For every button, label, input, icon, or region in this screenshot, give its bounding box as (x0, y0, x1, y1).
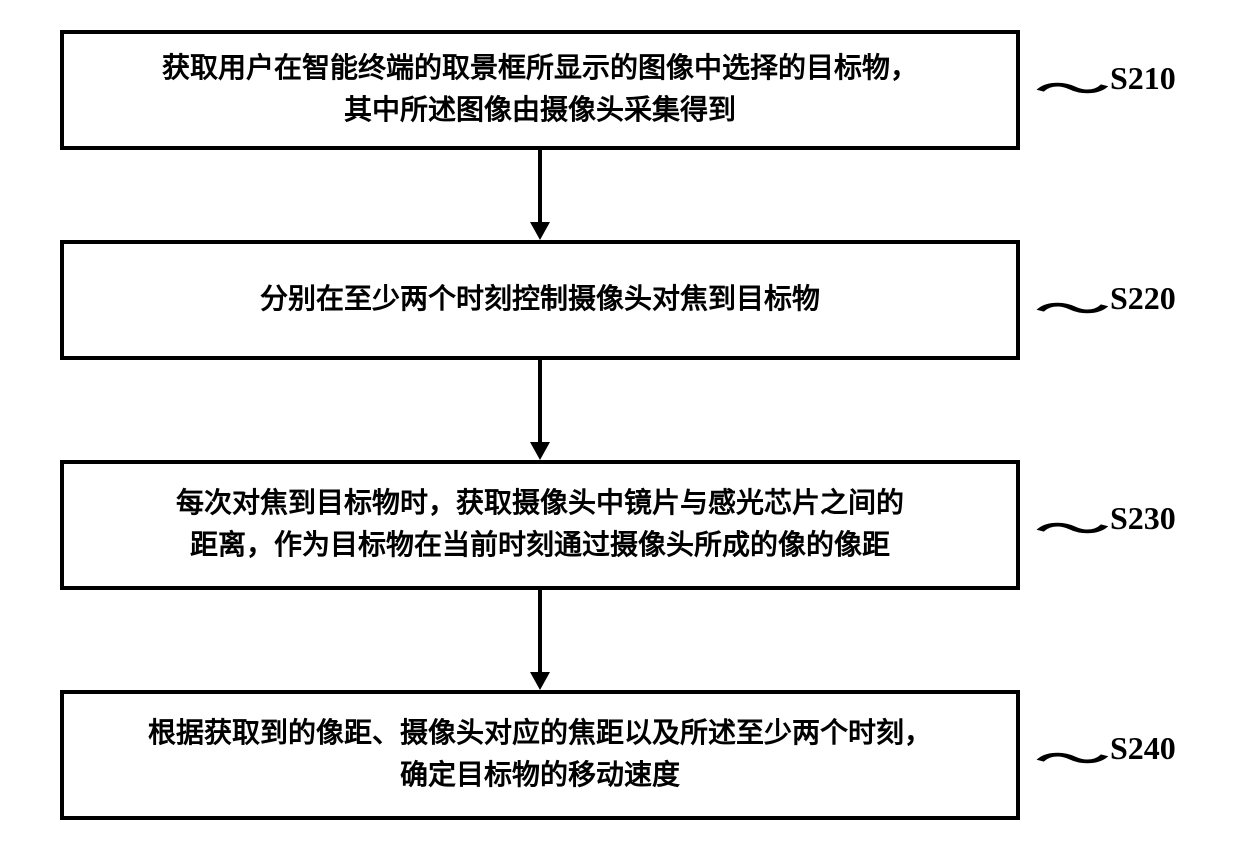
arrow-head-icon (530, 222, 550, 240)
connector-tilde: ～ (1035, 62, 1110, 111)
step-text: 根据获取到的像距、摄像头对应的焦距以及所述至少两个时刻，确定目标物的移动速度 (148, 713, 932, 797)
step-box-s230: 每次对焦到目标物时，获取摄像头中镜片与感光芯片之间的距离，作为目标物在当前时刻通… (60, 460, 1020, 590)
step-box-s220: 分别在至少两个时刻控制摄像头对焦到目标物 (60, 240, 1020, 360)
step-label-s240: S240 (1110, 730, 1176, 767)
flowchart-canvas: 获取用户在智能终端的取景框所显示的图像中选择的目标物，其中所述图像由摄像头采集得… (0, 0, 1240, 860)
arrow-head-icon (530, 672, 550, 690)
connector-tilde: ～ (1035, 282, 1110, 331)
arrow-head-icon (530, 442, 550, 460)
arrow-line (538, 360, 542, 442)
arrow-line (538, 590, 542, 672)
step-label-s230: S230 (1110, 500, 1176, 537)
step-text: 分别在至少两个时刻控制摄像头对焦到目标物 (260, 279, 820, 321)
step-text: 获取用户在智能终端的取景框所显示的图像中选择的目标物，其中所述图像由摄像头采集得… (162, 48, 918, 132)
step-text: 每次对焦到目标物时，获取摄像头中镜片与感光芯片之间的距离，作为目标物在当前时刻通… (176, 483, 904, 567)
step-box-s240: 根据获取到的像距、摄像头对应的焦距以及所述至少两个时刻，确定目标物的移动速度 (60, 690, 1020, 820)
step-label-s210: S210 (1110, 60, 1176, 97)
arrow-line (538, 150, 542, 222)
connector-tilde: ～ (1035, 732, 1110, 781)
step-label-s220: S220 (1110, 280, 1176, 317)
connector-tilde: ～ (1035, 502, 1110, 551)
step-box-s210: 获取用户在智能终端的取景框所显示的图像中选择的目标物，其中所述图像由摄像头采集得… (60, 30, 1020, 150)
